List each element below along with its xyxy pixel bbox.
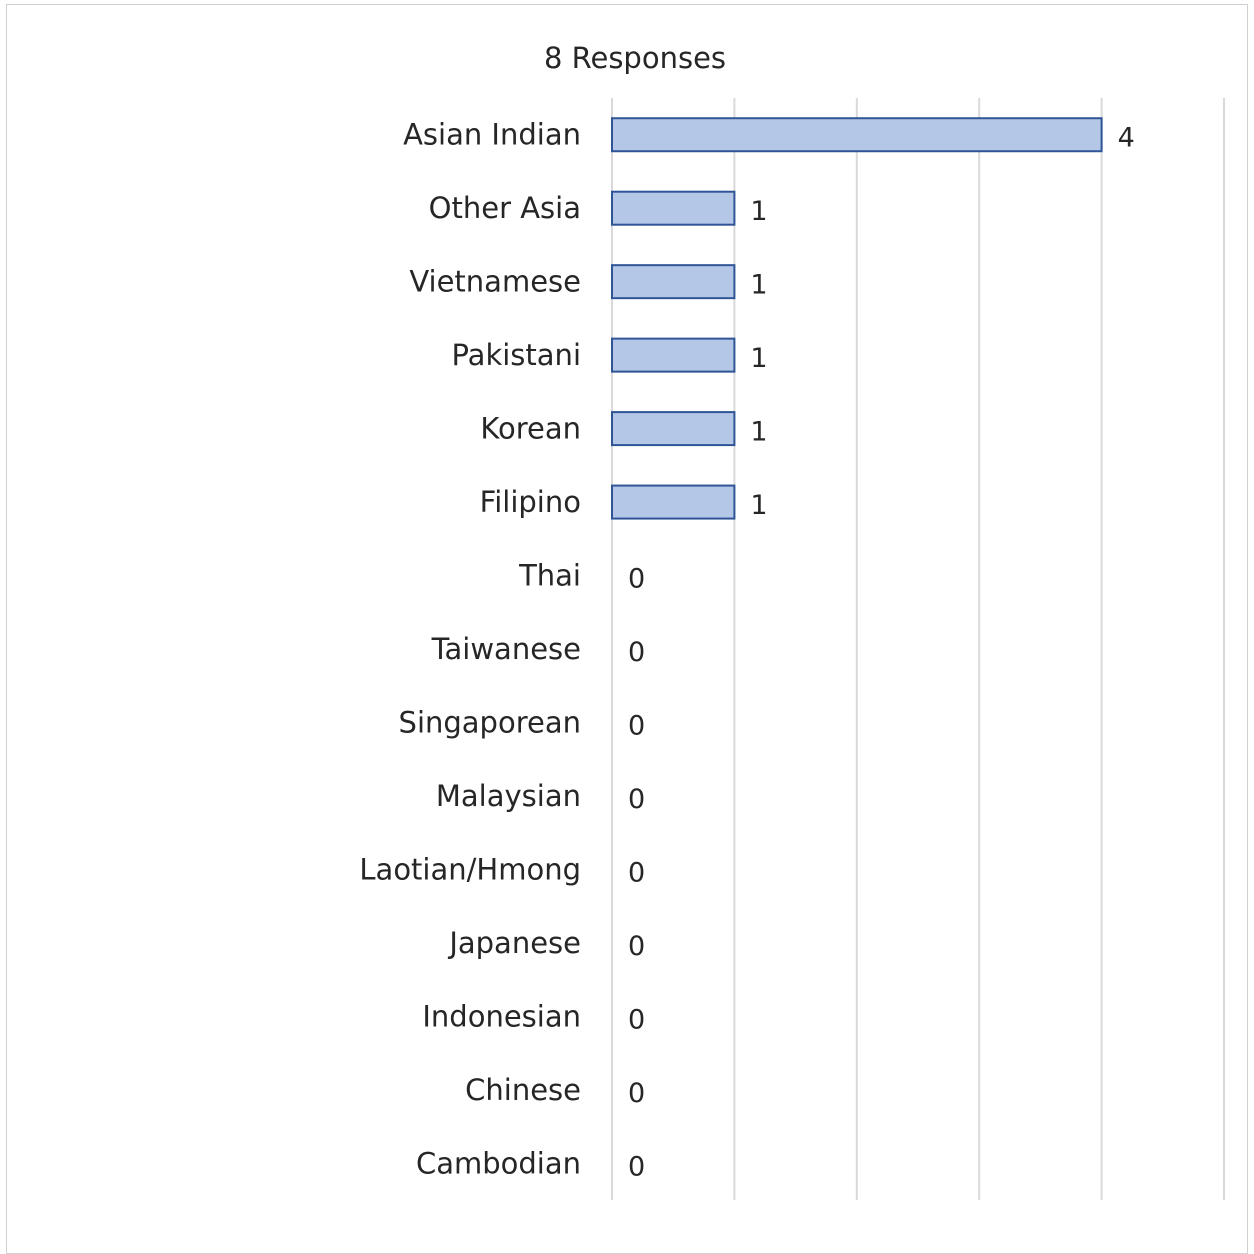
category-label: Chinese <box>465 1073 581 1107</box>
data-label: 0 <box>628 1004 645 1035</box>
data-label: 0 <box>628 637 645 668</box>
category-label: Cambodian <box>416 1146 581 1180</box>
bar <box>611 484 736 520</box>
category-label: Laotian/Hmong <box>359 852 581 886</box>
category-label: Pakistani <box>452 338 582 372</box>
bar <box>611 190 736 226</box>
data-label: 1 <box>750 196 767 227</box>
category-label: Indonesian <box>422 999 581 1033</box>
bar <box>611 117 1103 153</box>
data-labels: 4 1 1 1 1 1 0 0 0 0 0 0 0 0 0 <box>628 123 1135 1183</box>
bars <box>611 117 1103 520</box>
bar <box>611 337 736 373</box>
category-label: Asian Indian <box>403 118 581 152</box>
category-label: Other Asia <box>429 191 581 225</box>
category-label: Filipino <box>480 485 581 519</box>
data-label: 1 <box>750 490 767 521</box>
gridlines <box>611 98 1225 1200</box>
bar <box>611 411 736 447</box>
data-label: 0 <box>628 784 645 815</box>
category-labels: Asian Indian Other Asia Vietnamese Pakistan… <box>359 118 581 1181</box>
data-label: 0 <box>628 1151 645 1182</box>
category-label: Taiwanese <box>431 632 581 666</box>
bar <box>611 264 736 300</box>
category-label: Singaporean <box>399 705 581 739</box>
data-label: 1 <box>750 417 767 448</box>
data-label: 0 <box>628 931 645 962</box>
category-label: Thai <box>518 559 581 593</box>
data-label: 0 <box>628 710 645 741</box>
data-label: 0 <box>628 1078 645 1109</box>
category-label: Japanese <box>447 926 581 960</box>
data-label: 0 <box>628 857 645 888</box>
category-label: Vietnamese <box>409 265 581 299</box>
category-label: Malaysian <box>436 779 581 813</box>
category-label: Korean <box>480 412 581 446</box>
data-label: 1 <box>750 270 767 301</box>
data-label: 4 <box>1118 123 1135 154</box>
data-label: 0 <box>628 564 645 595</box>
chart-title: 8 Responses <box>544 41 726 75</box>
data-label: 1 <box>750 343 767 374</box>
